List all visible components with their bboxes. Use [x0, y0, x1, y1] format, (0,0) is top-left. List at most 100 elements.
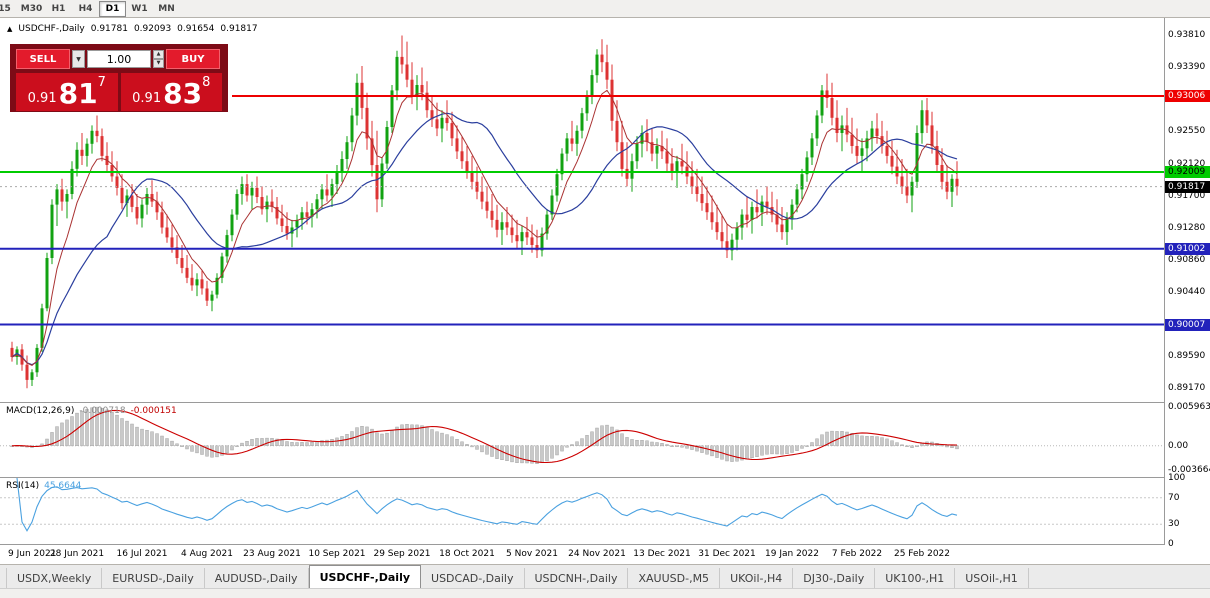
price-tag-0.90007: 0.90007	[1165, 318, 1210, 331]
price-axis[interactable]: 0.93810 0.93390 0.92550 0.92120 0.91700 0.912…	[1164, 18, 1210, 549]
candles	[10, 35, 959, 389]
tab-xauusd-m5[interactable]: XAUUSD-,M5	[628, 568, 721, 588]
bid-big-digits: 81	[58, 77, 98, 111]
macd-panel[interactable]	[0, 403, 1164, 477]
ma-slow-line	[11, 112, 958, 366]
macd-name: MACD(12,26,9)	[6, 406, 75, 416]
price-axis-label: 0.92120	[1168, 158, 1206, 169]
macd-signal-value: -0.000151	[130, 406, 177, 416]
tab-usdcad-daily[interactable]: USDCAD-,Daily	[421, 568, 525, 588]
date-label: 29 Sep 2021	[373, 549, 431, 559]
date-label: 24 Nov 2021	[568, 549, 626, 559]
date-label: 13 Dec 2021	[633, 549, 691, 559]
pane-separator	[0, 544, 1210, 545]
ma-fast-line	[11, 89, 958, 366]
pane-separator[interactable]	[0, 477, 1210, 478]
bid-small-digits: 0.91	[27, 91, 57, 106]
ask-small-digits: 0.91	[132, 91, 162, 106]
macd-axis-label: 0.005963	[1168, 402, 1210, 413]
rsi-line	[16, 478, 958, 532]
date-label: 16 Jul 2021	[116, 549, 168, 559]
price-tag-0.91817: 0.91817	[1165, 180, 1210, 193]
bottom-strip	[0, 588, 1210, 598]
rsi-label: RSI(14) 45.6644	[6, 481, 81, 491]
rsi-name: RSI(14)	[6, 481, 40, 491]
price-axis-label: 0.91700	[1168, 190, 1206, 201]
rsi-axis-label: 30	[1168, 519, 1180, 530]
timeframe-mn[interactable]: MN	[158, 3, 175, 14]
price-axis-label: 0.93390	[1168, 61, 1206, 72]
tab-eurusd-daily[interactable]: EURUSD-,Daily	[102, 568, 205, 588]
volume-stepper[interactable]: ▲ ▼	[153, 50, 164, 68]
volume-dropdown[interactable]: ▼	[72, 50, 85, 68]
date-label: 28 Jun 2021	[49, 549, 105, 559]
date-axis[interactable]: 9 Jun 2021 28 Jun 2021 16 Jul 2021 4 Aug 20…	[0, 546, 1164, 563]
price-axis-label: 0.93810	[1168, 29, 1206, 40]
chevron-down-icon: ▼	[76, 55, 81, 63]
timeframe-m30[interactable]: M30	[20, 3, 43, 14]
macd-axis-label: 0.00	[1168, 440, 1189, 451]
tab-ukoil-h4[interactable]: UKOil-,H4	[720, 568, 794, 588]
bid-pipette-digit: 7	[97, 75, 106, 90]
pane-separator[interactable]	[0, 402, 1210, 403]
collapse-arrow-icon[interactable]: ▲	[7, 24, 13, 33]
date-label: 23 Aug 2021	[243, 549, 301, 559]
ohlc-low: 0.91654	[177, 24, 215, 34]
buy-button[interactable]: BUY	[166, 49, 220, 69]
bid-price[interactable]: 0.91 81 7	[16, 73, 118, 111]
tab-audusd-daily[interactable]: AUDUSD-,Daily	[205, 568, 309, 588]
ohlc-open: 0.91781	[90, 24, 128, 34]
date-label: 25 Feb 2022	[893, 549, 951, 559]
macd-signal-line	[11, 409, 958, 464]
rsi-axis-label: 100	[1168, 473, 1186, 483]
date-label: 10 Sep 2021	[308, 549, 366, 559]
timeframe-w1[interactable]: W1	[131, 3, 148, 14]
spin-down-icon[interactable]: ▼	[153, 59, 164, 68]
tab-uk100-h1[interactable]: UK100-,H1	[875, 568, 956, 588]
timeframe-h4[interactable]: H4	[78, 3, 93, 14]
timeframe-15[interactable]: 15	[0, 3, 11, 14]
ask-big-digits: 83	[163, 77, 203, 111]
timeframe-h1[interactable]: H1	[51, 3, 66, 14]
price-tag-0.92009: 0.92009	[1165, 166, 1210, 178]
date-label: 18 Oct 2021	[439, 549, 495, 559]
chart-tab-bar: USDX,Weekly EURUSD-,Daily AUDUSD-,Daily USD…	[0, 564, 1210, 588]
date-label: 5 Nov 2021	[506, 549, 558, 559]
price-axis-label: 0.91280	[1168, 222, 1206, 233]
date-label: 31 Dec 2021	[698, 549, 756, 559]
ask-price[interactable]: 0.91 83 8	[120, 73, 222, 111]
chart-ohlc-header: ▲ USDCHF-,Daily 0.91781 0.92093 0.91654 …	[7, 24, 258, 34]
macd-axis-label: -0.003664	[1168, 464, 1210, 475]
tab-usdcnh-daily[interactable]: USDCNH-,Daily	[525, 568, 629, 588]
date-label: 7 Feb 2022	[831, 549, 883, 559]
rsi-panel[interactable]	[0, 478, 1164, 544]
macd-label: MACD(12,26,9) -0.000718 -0.000151	[6, 406, 177, 416]
tab-dj30-daily[interactable]: DJ30-,Daily	[793, 568, 876, 588]
price-axis-label: 0.89170	[1168, 383, 1206, 394]
symbol-name: USDCHF-,Daily	[18, 24, 85, 34]
rsi-axis-label: 70	[1168, 492, 1180, 503]
price-axis-label: 0.92550	[1168, 125, 1206, 136]
one-click-trading-panel: SELL ▼ 1.00 ▲ ▼ BUY 0.91 81 7 0.91 83 8	[10, 44, 228, 112]
volume-input[interactable]: 1.00	[87, 50, 151, 68]
spin-up-icon[interactable]: ▲	[153, 50, 164, 59]
ohlc-high: 0.92093	[133, 24, 172, 34]
tab-usdchf-daily[interactable]: USDCHF-,Daily	[308, 565, 422, 588]
tab-usdx-weekly[interactable]: USDX,Weekly	[6, 568, 103, 588]
price-axis-label: 0.90440	[1168, 286, 1206, 297]
timeframe-d1[interactable]: D1	[99, 0, 126, 17]
price-axis-label: 0.90860	[1168, 254, 1206, 265]
ask-pipette-digit: 8	[202, 75, 211, 90]
price-tag-0.91002: 0.91002	[1165, 242, 1210, 255]
tab-usoil-h1[interactable]: USOil-,H1	[955, 568, 1029, 588]
macd-main-value: -0.000718	[79, 406, 126, 416]
date-label: 9 Jun 2021	[8, 549, 57, 559]
rsi-axis-label: 0	[1168, 539, 1174, 549]
date-label: 4 Aug 2021	[181, 549, 233, 559]
ohlc-close: 0.91817	[220, 24, 258, 34]
rsi-value: 45.6644	[44, 481, 82, 491]
date-label: 19 Jan 2022	[765, 549, 819, 559]
sell-button[interactable]: SELL	[16, 49, 70, 69]
price-axis-label: 0.89590	[1168, 351, 1206, 362]
